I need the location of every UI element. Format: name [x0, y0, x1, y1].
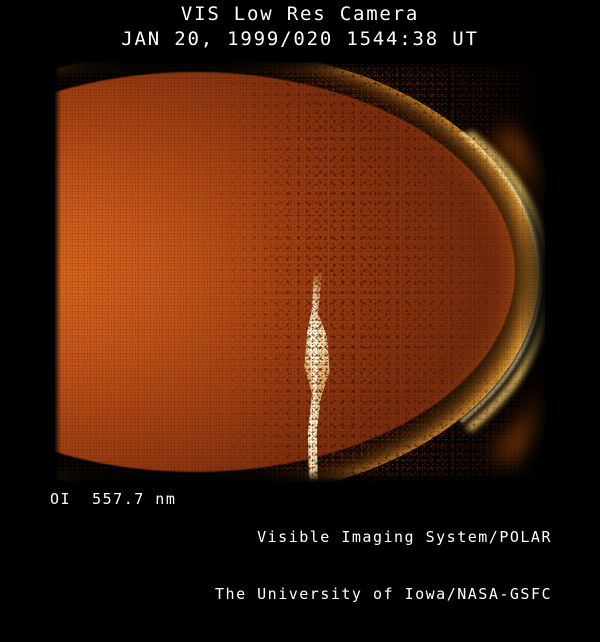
credit-organization: The University of Iowa/NASA-GSFC: [215, 585, 552, 603]
observation-timestamp: JAN 20, 1999/020 1544:38 UT: [121, 28, 479, 50]
wavelength-label: OI 557.7 nm: [50, 490, 177, 508]
page-title: VIS Low Res Camera: [180, 3, 420, 25]
auroral-image-frame: [55, 62, 545, 482]
credit-instrument: Visible Imaging System/POLAR: [257, 528, 552, 546]
vis-camera-image-viewer: VIS Low Res Camera JAN 20, 1999/020 1544…: [50, 3, 551, 603]
credit-block: Visible Imaging System/POLAR The Univers…: [215, 490, 552, 642]
